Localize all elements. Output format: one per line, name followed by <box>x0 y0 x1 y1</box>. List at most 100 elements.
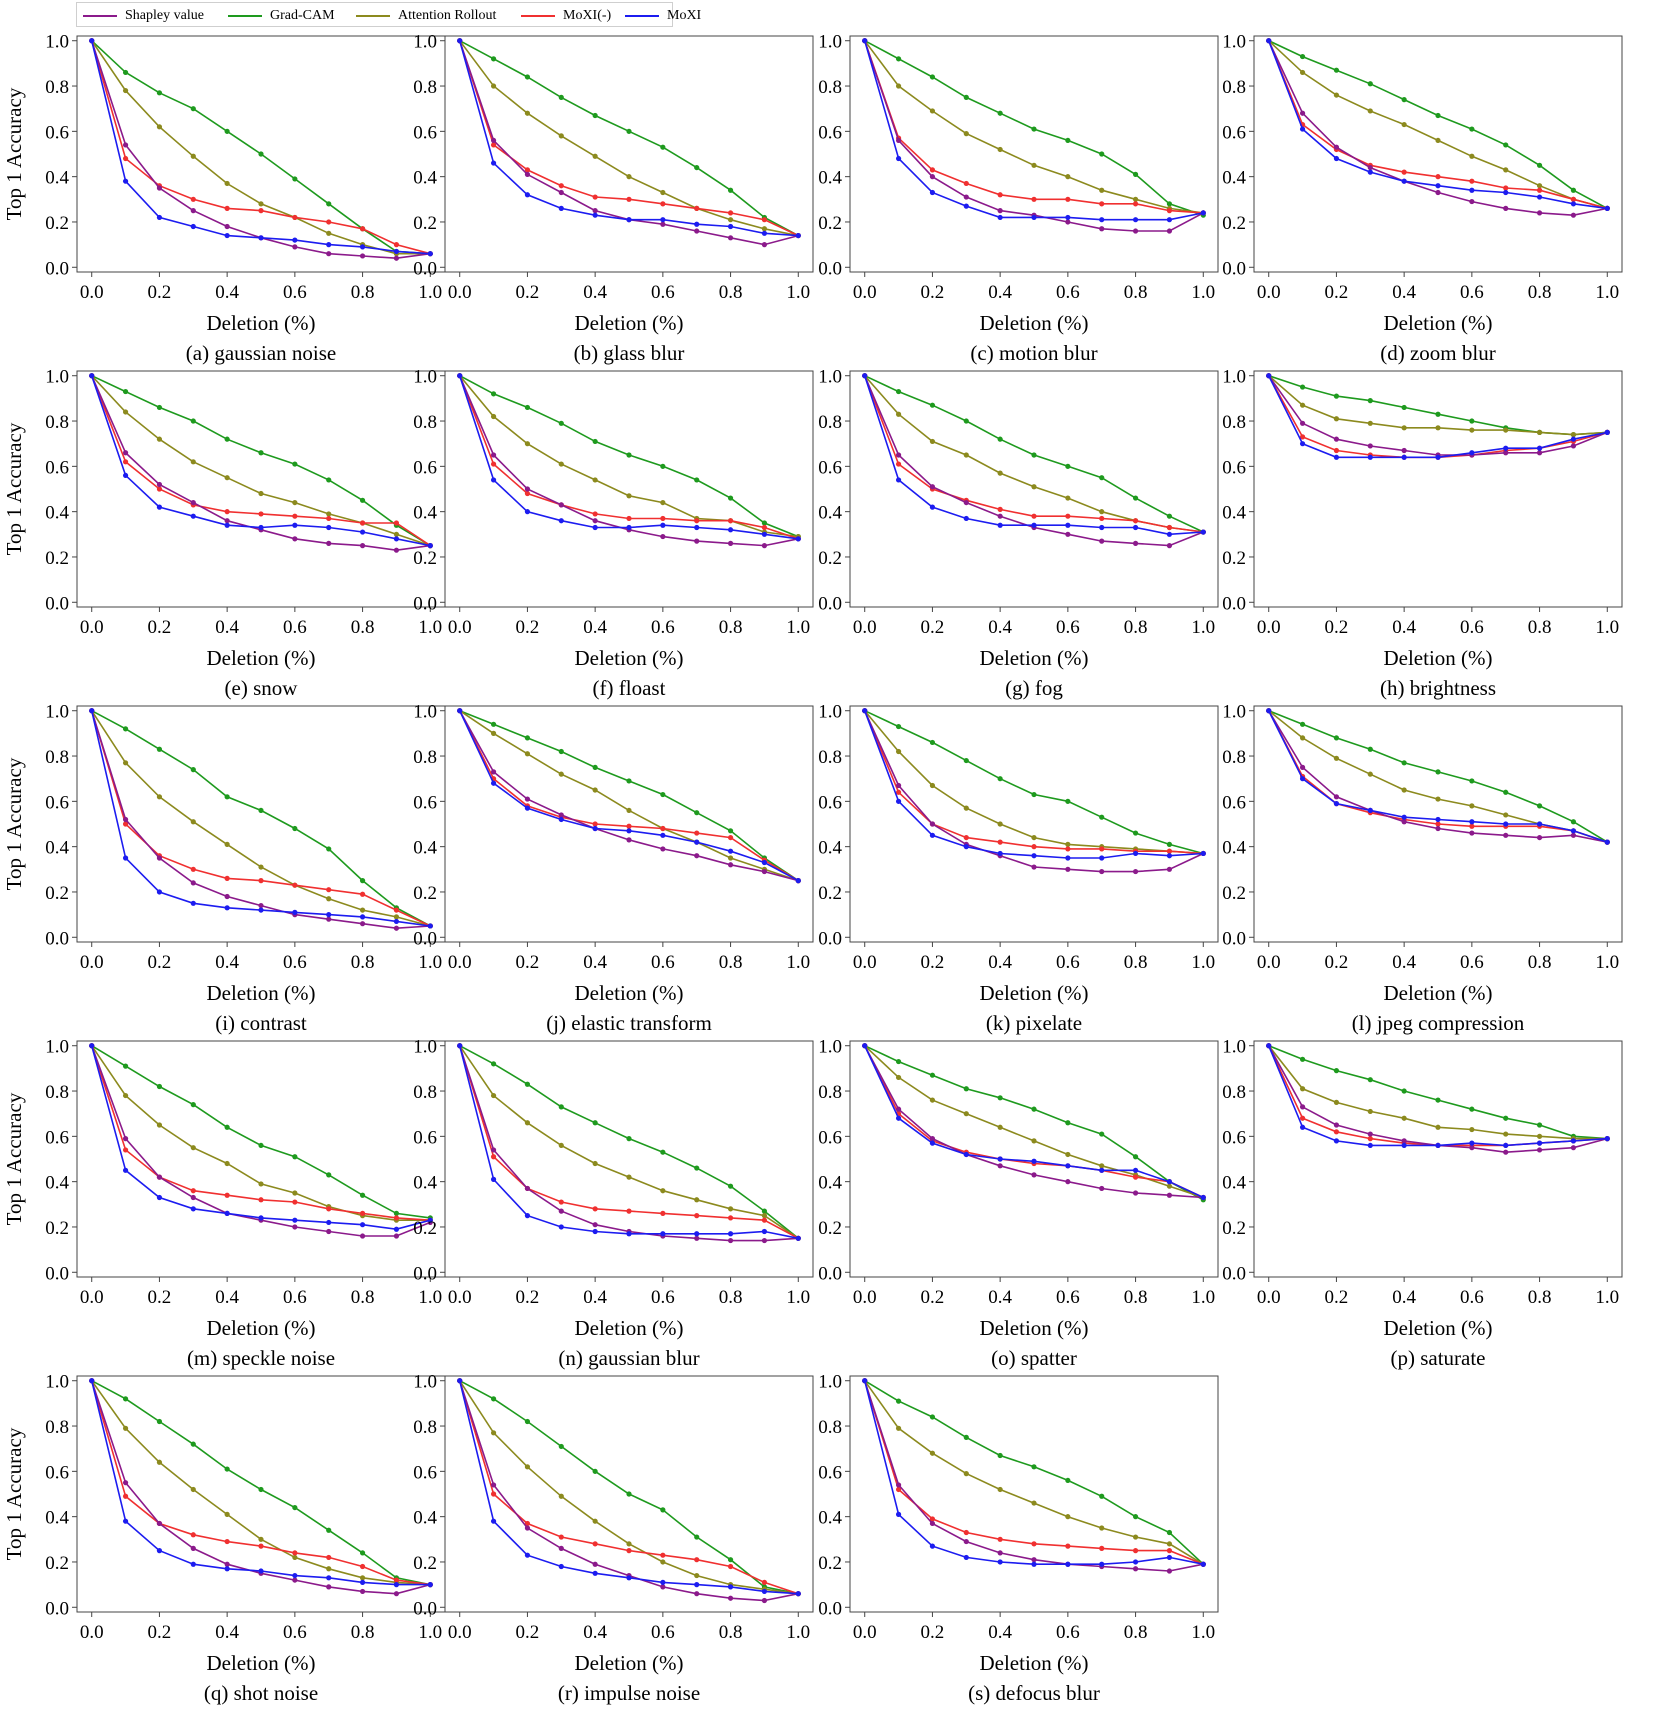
y-tick-label: 0.4 <box>45 503 69 524</box>
series-line <box>458 40 799 237</box>
data-point <box>1031 1138 1037 1144</box>
data-point <box>292 1199 298 1205</box>
data-point <box>359 1579 366 1585</box>
data-point <box>592 1518 598 1524</box>
data-point <box>122 1396 129 1402</box>
x-tick-label: 1.0 <box>786 282 810 303</box>
data-point <box>1065 214 1071 221</box>
data-point <box>727 540 734 546</box>
data-point <box>1166 217 1173 223</box>
series-line <box>459 39 799 237</box>
data-point <box>122 816 129 823</box>
data-point <box>1132 196 1139 202</box>
data-point <box>1099 201 1105 207</box>
data-point <box>393 536 400 542</box>
data-point <box>558 1493 564 1499</box>
data-point <box>89 373 95 379</box>
data-point <box>727 828 734 834</box>
plot-frame <box>444 370 814 608</box>
data-point <box>694 538 700 544</box>
chart-caption: (o) spatter <box>991 1346 1077 1370</box>
data-point <box>122 1167 129 1173</box>
data-point <box>997 1095 1003 1101</box>
x-tick-label: 0.8 <box>1124 282 1148 303</box>
data-point <box>1333 735 1340 741</box>
x-tick-label: 0.6 <box>1056 1622 1080 1643</box>
data-point <box>359 253 366 259</box>
series-line <box>91 374 431 547</box>
data-point <box>1132 1559 1139 1565</box>
data-point <box>156 436 163 442</box>
x-tick-label: 1.0 <box>1595 282 1619 303</box>
plot-frame <box>1253 1040 1623 1278</box>
data-point <box>156 1194 163 1201</box>
data-point <box>1266 708 1272 714</box>
data-point <box>224 180 230 187</box>
data-point <box>1333 447 1340 454</box>
x-axis-label: Deletion (%) <box>574 1316 683 1340</box>
data-point <box>359 1550 366 1556</box>
x-tick-label: 0.0 <box>1257 617 1281 638</box>
data-point <box>727 1557 734 1563</box>
data-point <box>997 208 1003 214</box>
data-point <box>122 142 129 148</box>
data-point <box>761 1579 768 1585</box>
chart-panel: 0.0 0.2 0.4 0.6 0.8 1.0 0.0 0.2 0.4 0.6 0.8 1.0 Dele… <box>2 367 446 700</box>
y-tick-label: 0.6 <box>413 1127 437 1148</box>
data-point <box>359 921 366 927</box>
data-point <box>963 1086 969 1092</box>
data-point <box>292 909 298 915</box>
plot-frame <box>849 1375 1219 1613</box>
y-tick-label: 1.0 <box>818 1037 842 1058</box>
data-point <box>1401 787 1407 793</box>
data-point <box>224 518 230 524</box>
data-point <box>1503 1149 1509 1155</box>
data-point <box>592 1228 598 1235</box>
data-point <box>524 110 531 116</box>
y-tick-label: 0.4 <box>818 1508 842 1529</box>
data-point <box>190 767 196 773</box>
y-tick-label: 0.2 <box>413 1218 437 1239</box>
chart-caption: (n) gaussian blur <box>558 1346 699 1370</box>
data-point <box>929 1543 936 1549</box>
data-point <box>1333 144 1340 150</box>
data-point <box>258 208 264 214</box>
data-point <box>1570 432 1577 438</box>
x-axis-label: Deletion (%) <box>206 1651 315 1675</box>
x-tick-label: 0.0 <box>1257 1287 1281 1308</box>
data-point <box>393 255 400 261</box>
x-tick-label: 0.4 <box>1392 952 1416 973</box>
data-point <box>1503 832 1509 838</box>
data-point <box>1065 1543 1071 1549</box>
data-point <box>1367 454 1373 460</box>
data-point <box>660 217 666 223</box>
data-point <box>1031 126 1037 132</box>
legend-item-gradcam: Grad-CAM <box>228 3 335 28</box>
data-point <box>592 1120 598 1126</box>
data-point <box>1570 1145 1577 1151</box>
data-point <box>224 1192 230 1198</box>
x-tick-label: 0.2 <box>1325 617 1349 638</box>
data-point <box>592 194 598 200</box>
series-line <box>458 1380 799 1602</box>
data-point <box>190 1441 196 1447</box>
data-point <box>1099 187 1105 193</box>
data-point <box>1031 791 1037 798</box>
data-point <box>997 1452 1003 1459</box>
data-point <box>929 1140 936 1146</box>
data-point <box>558 461 564 467</box>
data-point <box>122 1425 129 1431</box>
data-point <box>1031 196 1037 202</box>
data-point <box>89 38 95 44</box>
data-point <box>224 1538 230 1545</box>
y-tick-label: 0.0 <box>818 1598 842 1619</box>
data-point <box>626 1231 632 1237</box>
data-point <box>795 232 801 239</box>
y-tick-label: 1.0 <box>413 1037 437 1058</box>
data-point <box>694 221 700 227</box>
x-tick-label: 0.4 <box>988 952 1012 973</box>
data-point <box>626 196 632 202</box>
legend-swatch <box>521 14 555 17</box>
data-point <box>1367 1077 1373 1083</box>
